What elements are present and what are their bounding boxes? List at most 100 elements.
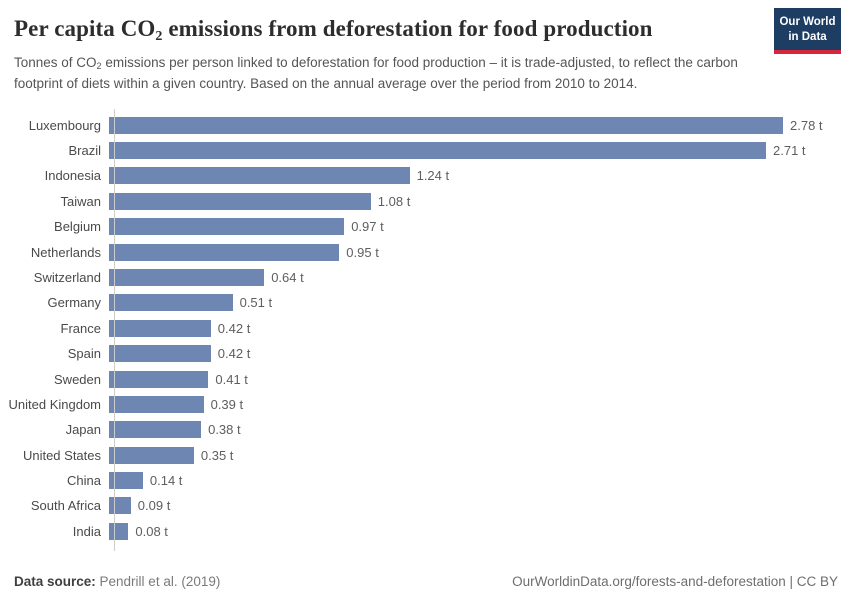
bar-row: Luxembourg 2.78 t xyxy=(0,112,850,137)
value-label: 0.35 t xyxy=(200,447,234,463)
country-label: United States xyxy=(22,447,101,463)
bar[interactable] xyxy=(109,294,233,312)
bar-row: India 0.08 t xyxy=(0,519,850,544)
bar[interactable] xyxy=(109,345,211,363)
bar-row: United States 0.35 t xyxy=(0,443,850,468)
data-source-value: Pendrill et al. (2019) xyxy=(95,574,221,589)
value-label: 0.64 t xyxy=(271,269,304,285)
bar-row: Japan 0.38 t xyxy=(0,417,850,442)
bar-track: 0.09 t xyxy=(108,497,850,515)
bar[interactable] xyxy=(109,522,129,540)
bar-chart: Luxembourg 2.78 t Brazil 2.71 t Indonesia 1.2… xyxy=(0,109,850,552)
bar[interactable] xyxy=(109,218,345,236)
value-label: 0.41 t xyxy=(215,371,248,387)
chart-header: Per capita CO2 emissions from deforestat… xyxy=(0,0,850,94)
country-label: Japan xyxy=(65,422,101,438)
country-label: Germany xyxy=(47,295,101,311)
value-label: 0.08 t xyxy=(135,523,168,539)
value-label: 0.42 t xyxy=(217,320,251,336)
bar[interactable] xyxy=(109,497,131,515)
value-label: 2.71 t xyxy=(773,143,806,159)
bar-track: 0.14 t xyxy=(108,472,850,490)
subtitle-subscript: 2 xyxy=(96,60,102,71)
value-label: 0.42 t xyxy=(217,346,251,362)
bar-row: Germany 0.51 t xyxy=(0,290,850,315)
bar[interactable] xyxy=(109,192,371,210)
bar-track: 0.95 t xyxy=(108,243,850,261)
bar[interactable] xyxy=(109,167,410,185)
bar-row: Brazil 2.71 t xyxy=(0,138,850,163)
chart-footer: Data source: Pendrill et al. (2019) OurW… xyxy=(14,574,838,589)
bar-track: 2.71 t xyxy=(108,142,850,160)
country-label: South Africa xyxy=(30,498,101,514)
bar-track: 0.38 t xyxy=(108,421,850,439)
bar-row: Taiwan 1.08 t xyxy=(0,189,850,214)
value-label: 0.38 t xyxy=(208,422,241,438)
value-label: 1.24 t xyxy=(416,168,450,184)
bar-track: 2.78 t xyxy=(108,116,850,134)
bar-track: 0.39 t xyxy=(108,395,850,413)
bar-track: 0.51 t xyxy=(108,294,850,312)
country-label: Spain xyxy=(67,346,101,362)
bar-row: Netherlands 0.95 t xyxy=(0,239,850,264)
bar-row: South Africa 0.09 t xyxy=(0,493,850,518)
bar-row: Belgium 0.97 t xyxy=(0,214,850,239)
bar[interactable] xyxy=(109,142,766,160)
country-label: Taiwan xyxy=(60,193,101,209)
bar[interactable] xyxy=(109,319,211,337)
country-label: India xyxy=(72,523,101,539)
bar-track: 0.35 t xyxy=(108,446,850,464)
value-label: 2.78 t xyxy=(790,117,823,133)
data-source: Data source: Pendrill et al. (2019) xyxy=(14,574,220,589)
bar-row: Spain 0.42 t xyxy=(0,341,850,366)
bar-row: United Kingdom 0.39 t xyxy=(0,392,850,417)
country-label: Switzerland xyxy=(33,269,101,285)
country-label: France xyxy=(60,320,101,336)
bar-track: 1.24 t xyxy=(108,167,850,185)
value-label: 0.14 t xyxy=(149,473,183,489)
country-label: Brazil xyxy=(68,143,101,159)
country-label: China xyxy=(67,473,101,489)
bar-track: 0.64 t xyxy=(108,268,850,286)
bar[interactable] xyxy=(109,116,783,134)
bar-row: Sweden 0.41 t xyxy=(0,366,850,391)
bar-track: 0.97 t xyxy=(108,218,850,236)
country-label: Sweden xyxy=(54,371,101,387)
owid-logo-line2: in Data xyxy=(788,30,827,43)
bar-track: 0.42 t xyxy=(108,319,850,337)
value-label: 0.51 t xyxy=(239,295,273,311)
country-label: Netherlands xyxy=(30,244,101,260)
value-label: 0.39 t xyxy=(210,396,244,412)
bar-row: France 0.42 t xyxy=(0,316,850,341)
bar[interactable] xyxy=(109,268,265,286)
value-label: 0.09 t xyxy=(137,498,171,514)
bar[interactable] xyxy=(109,421,202,439)
bar-row: Indonesia 1.24 t xyxy=(0,163,850,188)
owid-logo[interactable]: Our World in Data xyxy=(774,8,841,54)
value-label: 0.97 t xyxy=(351,219,384,235)
bar-row: Switzerland 0.64 t xyxy=(0,265,850,290)
bar[interactable] xyxy=(109,243,340,261)
bar[interactable] xyxy=(109,395,204,413)
title-subscript: 2 xyxy=(155,29,163,44)
bar-track: 1.08 t xyxy=(108,192,850,210)
value-label: 0.95 t xyxy=(346,244,379,260)
chart-subtitle: Tonnes of CO2 emissions per person linke… xyxy=(14,54,738,91)
bar-rows: Luxembourg 2.78 t Brazil 2.71 t Indonesia 1.2… xyxy=(0,112,850,544)
bar-row: China 0.14 t xyxy=(0,468,850,493)
bar-track: 0.42 t xyxy=(108,345,850,363)
bar-track: 0.41 t xyxy=(108,370,850,388)
footer-link[interactable]: OurWorldinData.org/forests-and-deforesta… xyxy=(512,574,838,589)
value-label: 1.08 t xyxy=(377,193,411,209)
country-label: Belgium xyxy=(54,219,101,235)
country-label: Luxembourg xyxy=(28,117,101,133)
bar[interactable] xyxy=(109,446,194,464)
y-axis-line xyxy=(114,109,115,552)
page-title: Per capita CO2 emissions from deforestat… xyxy=(14,16,653,44)
bar[interactable] xyxy=(109,472,143,490)
country-label: United Kingdom xyxy=(8,396,102,412)
owid-logo-line1: Our World xyxy=(779,16,836,28)
bar-track: 0.08 t xyxy=(108,522,850,540)
bar[interactable] xyxy=(109,370,209,388)
data-source-label: Data source: xyxy=(14,574,96,589)
